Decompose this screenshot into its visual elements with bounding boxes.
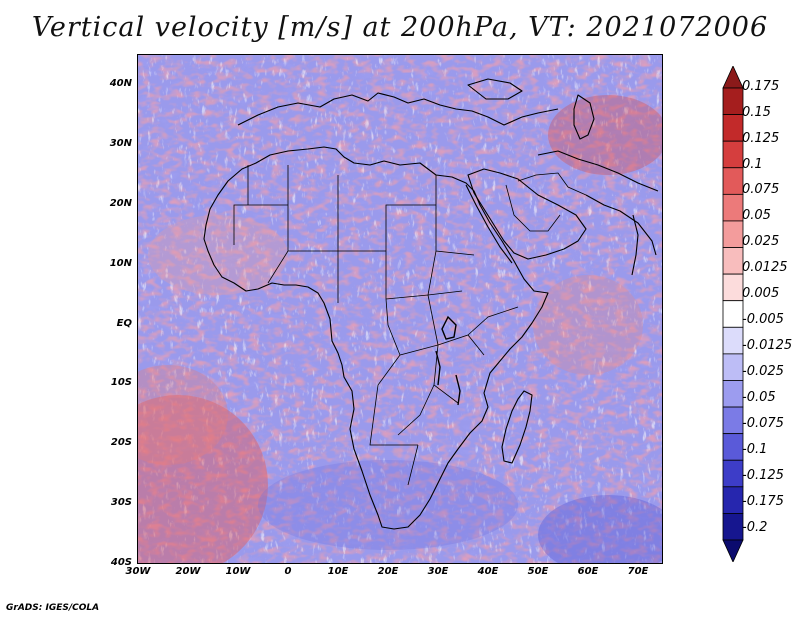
- lat-label: 10N: [109, 258, 132, 269]
- colorbar-segment: [722, 167, 744, 195]
- african-country-borders: [233, 165, 519, 486]
- southwest-ascent-region-2: [138, 365, 228, 465]
- colorbar-label: -0.005: [742, 312, 784, 327]
- colorbar-label: 0.0125: [742, 260, 788, 275]
- grads-credit: GrADS: IGES/COLA: [6, 603, 100, 613]
- lon-label: 70E: [627, 566, 649, 577]
- field-white-texture: [138, 55, 662, 563]
- southeast-descent-region: [538, 495, 662, 563]
- map-title: Vertical velocity [m/s] at 200hPa, VT: 2…: [31, 12, 769, 43]
- colorbar-label: 0.025: [742, 234, 780, 249]
- lon-label: 0: [284, 566, 292, 577]
- lon-label: 20E: [377, 566, 399, 577]
- lon-label: 60E: [577, 566, 599, 577]
- colorbar-segment: [722, 326, 744, 355]
- colorbar-label: 0.175: [742, 79, 780, 94]
- lon-label: 40E: [477, 566, 499, 577]
- southwest-ascent-region: [138, 395, 268, 563]
- lat-label: 10S: [110, 377, 132, 388]
- caspian-sea: [573, 94, 595, 140]
- lakes: [435, 315, 461, 406]
- southern-descent-region: [258, 460, 518, 550]
- africa-coastline: [203, 146, 549, 530]
- colorbar-segment: [722, 486, 744, 514]
- europe-coastline: [237, 92, 559, 126]
- lake-victoria: [441, 315, 457, 340]
- map-area: [138, 55, 662, 563]
- lon-label: 50E: [527, 566, 549, 577]
- lat-label: 30S: [110, 497, 132, 508]
- india-coastline: [631, 214, 639, 276]
- black-sea: [467, 78, 523, 100]
- lat-label: 30N: [109, 138, 132, 149]
- colorbar-segment: [722, 220, 744, 248]
- colorbar-label: -0.05: [742, 390, 776, 405]
- lat-label: 40S: [110, 557, 132, 568]
- colorbar-segment: [722, 193, 744, 222]
- colorbar-label: -0.075: [742, 416, 784, 431]
- colorbar-bottom-arrow: [722, 539, 744, 562]
- madagascar-coastline: [501, 390, 533, 464]
- indian-ocean-ascent-region: [533, 275, 643, 375]
- colorbar-label: -0.175: [742, 494, 784, 509]
- colorbar-segment: [722, 406, 744, 435]
- lat-label: 40N: [109, 78, 132, 89]
- colorbar-segment: [722, 380, 744, 408]
- colorbar: [722, 66, 744, 562]
- colorbar-segment: [722, 300, 744, 328]
- northeast-ascent-region: [548, 95, 662, 175]
- lon-label: 20W: [175, 566, 201, 577]
- asia-coastline: [537, 150, 659, 192]
- lake-tanganyika: [435, 350, 441, 386]
- middle-east-borders: [505, 172, 587, 232]
- arabia-coastline: [467, 168, 587, 260]
- coastlines-and-borders: [203, 78, 659, 530]
- colorbar-segment: [722, 513, 744, 541]
- country-borders: [233, 165, 587, 486]
- colorbar-top-arrow: [722, 66, 744, 89]
- colorbar-label: 0.125: [742, 131, 780, 146]
- lat-label: 20N: [109, 198, 132, 209]
- map-frame: [137, 54, 663, 564]
- colorbar-label: 0.005: [742, 286, 780, 301]
- colorbar-segment: [722, 353, 744, 381]
- colorbar-segment: [722, 140, 744, 169]
- colorbar-label: 0.15: [742, 105, 771, 120]
- lon-label: 10E: [327, 566, 349, 577]
- colorbar-label: -0.0125: [742, 338, 793, 353]
- colorbar-segment: [722, 459, 744, 488]
- colorbar-segment: [722, 114, 744, 142]
- colorbar-label: 0.1: [742, 157, 763, 172]
- west-atlantic-ascent-region: [148, 215, 288, 295]
- lat-label: 20S: [110, 437, 132, 448]
- lake-malawi: [455, 374, 461, 406]
- colorbar-label: -0.025: [742, 364, 784, 379]
- lon-label: 30W: [125, 566, 151, 577]
- colorbar-label: 0.05: [742, 208, 771, 223]
- colorbar-label: -0.125: [742, 468, 784, 483]
- red-sea-coast: [465, 184, 513, 264]
- lon-label: 10W: [225, 566, 251, 577]
- colorbar-label: 0.075: [742, 182, 780, 197]
- lat-label: EQ: [116, 318, 132, 329]
- velocity-field: [138, 55, 662, 563]
- colorbar-segment: [722, 87, 744, 115]
- lon-label: 30E: [427, 566, 449, 577]
- colorbar-label: -0.1: [742, 442, 768, 457]
- colorbar-segment: [722, 247, 744, 275]
- colorbar-segment: [722, 433, 744, 461]
- pakistan-coastline: [585, 194, 657, 256]
- colorbar-label: -0.2: [742, 520, 768, 535]
- colorbar-segment: [722, 273, 744, 302]
